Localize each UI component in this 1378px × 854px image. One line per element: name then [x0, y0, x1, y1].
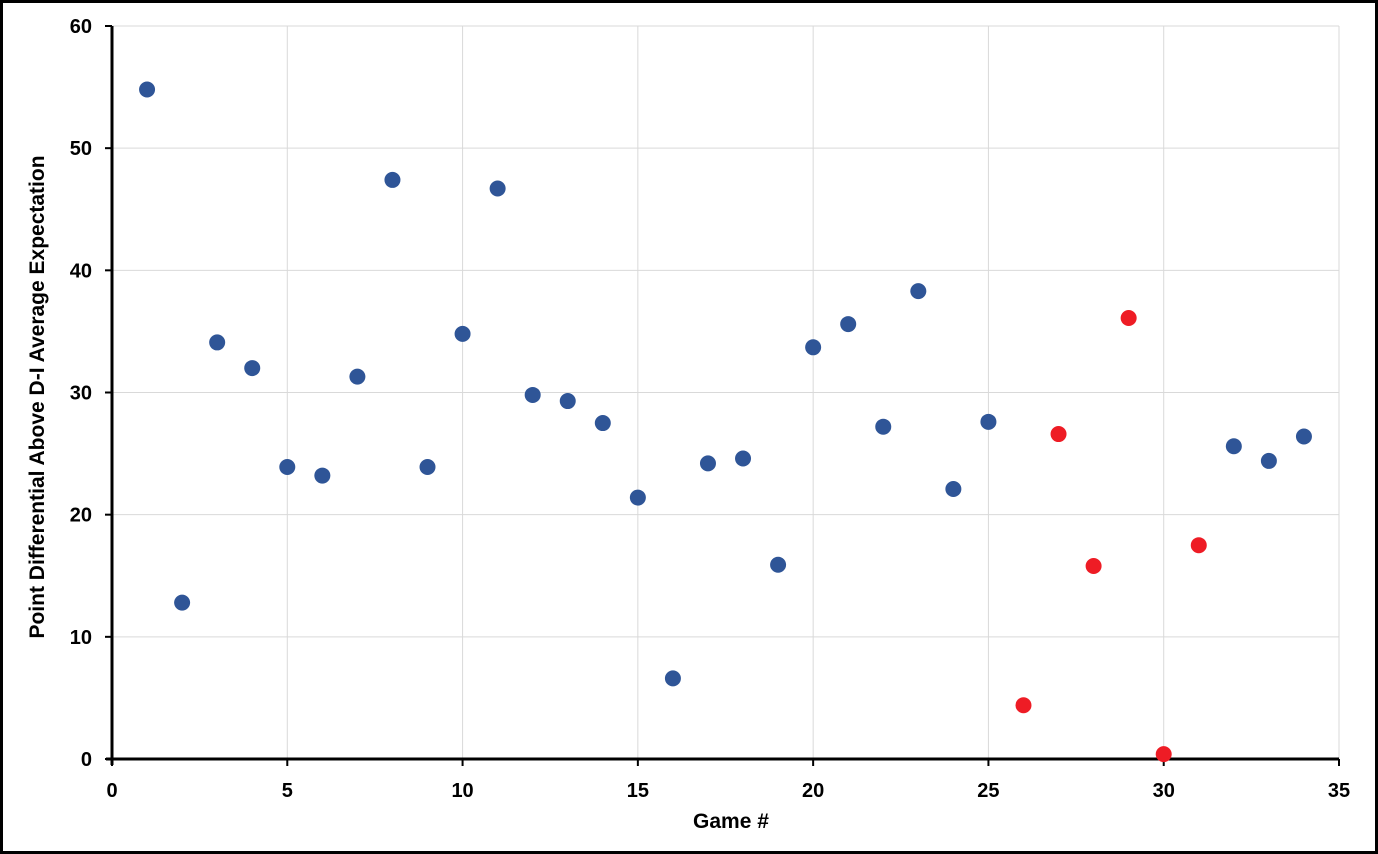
data-point [594, 415, 611, 432]
x-tick-label: 25 [977, 780, 999, 802]
data-point [559, 393, 576, 410]
data-point [174, 594, 191, 611]
data-point [1085, 557, 1102, 574]
y-axis-title: Point Differential Above D-I Average Exp… [26, 155, 49, 638]
data-point [384, 171, 401, 188]
x-tick-label: 15 [627, 780, 649, 802]
data-point [1050, 426, 1067, 443]
data-point [524, 386, 541, 403]
data-point [1120, 309, 1137, 326]
data-point [770, 556, 787, 573]
data-point [349, 368, 366, 385]
x-tick-label: 20 [802, 780, 824, 802]
data-point [980, 413, 997, 430]
data-point [279, 459, 296, 476]
data-point [945, 481, 962, 498]
x-tick-label: 5 [282, 780, 293, 802]
data-point [699, 455, 716, 472]
y-tick-labels: 0 10 20 30 40 50 60 [70, 16, 92, 771]
x-tick-labels: 0 5 10 15 20 25 30 35 [106, 780, 1350, 802]
x-tick-label: 35 [1328, 780, 1350, 802]
data-point [454, 325, 471, 342]
x-tick-label: 0 [106, 780, 117, 802]
data-point [875, 418, 892, 435]
gridlines [112, 25, 1340, 759]
data-point [314, 467, 331, 484]
x-tick-label: 30 [1153, 780, 1175, 802]
data-point [244, 360, 261, 377]
data-points [139, 81, 1312, 763]
data-point [1225, 438, 1242, 455]
data-point [840, 316, 857, 333]
data-point [1015, 697, 1032, 714]
y-tick-label: 40 [70, 260, 92, 282]
y-tick-label: 60 [70, 16, 92, 38]
y-tick-label: 50 [70, 138, 92, 160]
data-point [1190, 537, 1207, 554]
y-tick-label: 0 [81, 749, 92, 771]
y-tick-label: 30 [70, 383, 92, 405]
data-point [1155, 746, 1172, 763]
data-point [419, 459, 436, 476]
data-point [1295, 428, 1312, 445]
y-tick-label: 20 [70, 505, 92, 527]
x-axis-title: Game # [693, 810, 769, 833]
data-point [664, 670, 681, 687]
data-point [139, 81, 156, 98]
data-point [1260, 452, 1277, 469]
data-point [805, 339, 822, 356]
data-point [629, 489, 646, 506]
y-tick-label: 10 [70, 627, 92, 649]
axes [105, 25, 1340, 766]
data-point [489, 180, 506, 197]
x-tick-label: 10 [451, 780, 473, 802]
data-point [910, 283, 927, 300]
data-point [735, 450, 752, 467]
data-point [209, 334, 226, 351]
